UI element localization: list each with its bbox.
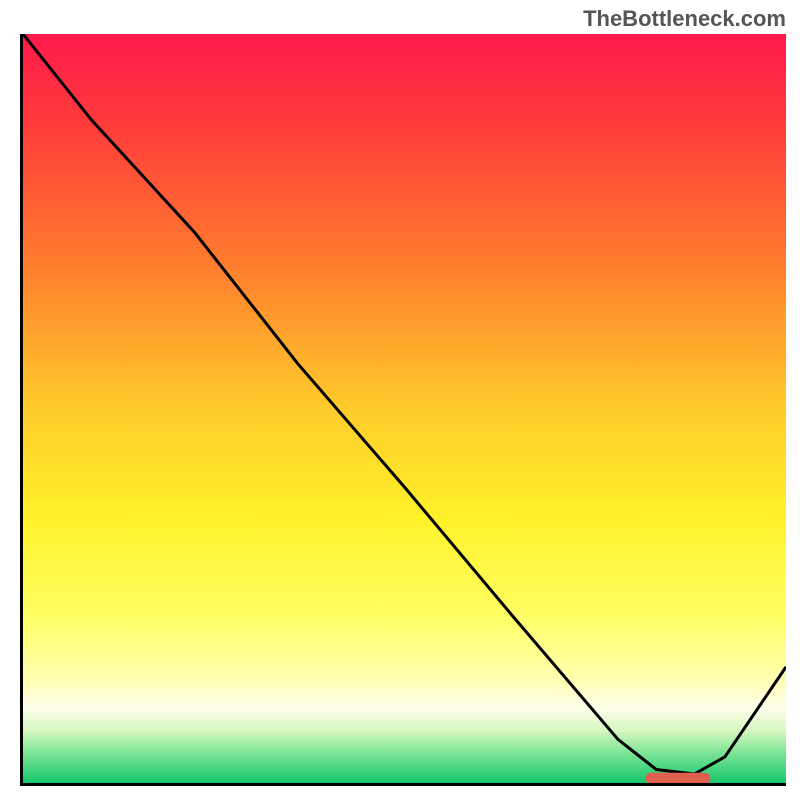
watermark-text: TheBottleneck.com (583, 6, 786, 32)
chart-container: TheBottleneck.com (0, 0, 800, 800)
plot-area (20, 34, 786, 786)
bottleneck-curve (23, 34, 786, 774)
optimal-range-marker (645, 773, 710, 784)
curve-layer (23, 34, 786, 783)
